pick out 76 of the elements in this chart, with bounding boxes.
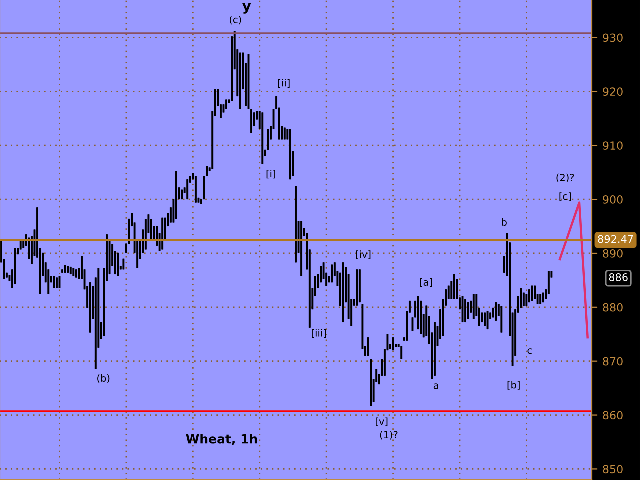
annotation: [c] (560, 192, 571, 202)
annotation: (2)? (556, 174, 574, 183)
annotation: [b] (508, 381, 520, 390)
annotation: (c) (230, 16, 242, 25)
annotation: [iv] (356, 250, 371, 260)
candlestick (203, 176, 206, 200)
candlestick (453, 274, 456, 300)
candlestick (122, 258, 125, 270)
annotation: [v] (376, 418, 388, 426)
ref-line-label: 892.47 (598, 235, 634, 244)
annotation: [a] (420, 278, 432, 288)
candlestick (72, 267, 75, 277)
candlestick (548, 270, 550, 296)
candlestick (162, 217, 164, 250)
candlestick (194, 176, 197, 204)
y-tick-label: 910 (603, 142, 623, 150)
candlestick (117, 252, 120, 277)
candlestick (484, 312, 486, 327)
y-tick-label: 920 (603, 88, 623, 96)
candlestick (356, 268, 358, 306)
candlestick (14, 247, 16, 285)
annotation: (b) (98, 374, 110, 384)
line-series (558, 202, 589, 339)
candlestick (358, 268, 361, 304)
candlestick (239, 52, 242, 110)
candlestick (181, 189, 184, 200)
annotation: [iii] (312, 329, 326, 338)
candlestick (528, 288, 530, 304)
candlestick (331, 264, 334, 284)
candlestick (186, 178, 189, 200)
y-tick-label: 890 (603, 249, 623, 258)
candlestick (56, 277, 58, 289)
candlestick (522, 292, 525, 308)
y-tick-label: 900 (603, 196, 623, 204)
candlestick (472, 294, 475, 320)
candlestick (420, 300, 422, 336)
candlestick (200, 198, 202, 206)
annotation: [ii] (278, 79, 290, 88)
candlestick (542, 292, 544, 304)
candlestick (289, 128, 292, 180)
candlestick (231, 36, 234, 102)
candlestick (481, 312, 484, 324)
text: Wheat, 1h (186, 434, 258, 446)
candlestick (534, 285, 536, 300)
candlestick (467, 302, 470, 320)
annotation: a (434, 384, 438, 390)
y-tick-label: 870 (603, 357, 623, 366)
candlestick (540, 294, 542, 305)
candlestick (295, 185, 297, 264)
candlestick (67, 266, 70, 274)
candlestick (64, 264, 66, 274)
candlestick (526, 294, 528, 308)
candlestick (206, 165, 208, 178)
candlestick (300, 220, 303, 277)
annotation: [i] (266, 170, 276, 179)
candlestick (262, 112, 264, 166)
text: 886 (609, 274, 628, 282)
candlestick (495, 302, 498, 322)
y-tick-label: 930 (603, 34, 623, 42)
candlestick (75, 268, 78, 278)
candlestick (62, 268, 64, 274)
candlestick (520, 287, 522, 309)
annotation: c (528, 348, 532, 354)
candlestick (417, 295, 420, 330)
candlestick (226, 99, 228, 110)
annotation: (1)? (380, 431, 398, 440)
y-tick-label: 880 (603, 303, 623, 312)
candlestick (267, 128, 270, 151)
candlestick (284, 127, 286, 140)
y-tick-label: 850 (603, 465, 623, 474)
annotation: b (502, 218, 507, 226)
y-tick-label: 860 (603, 411, 623, 420)
candlestick (400, 346, 403, 360)
candlestick (144, 218, 147, 250)
candlestick (70, 266, 72, 276)
annotation: y (242, 3, 252, 14)
